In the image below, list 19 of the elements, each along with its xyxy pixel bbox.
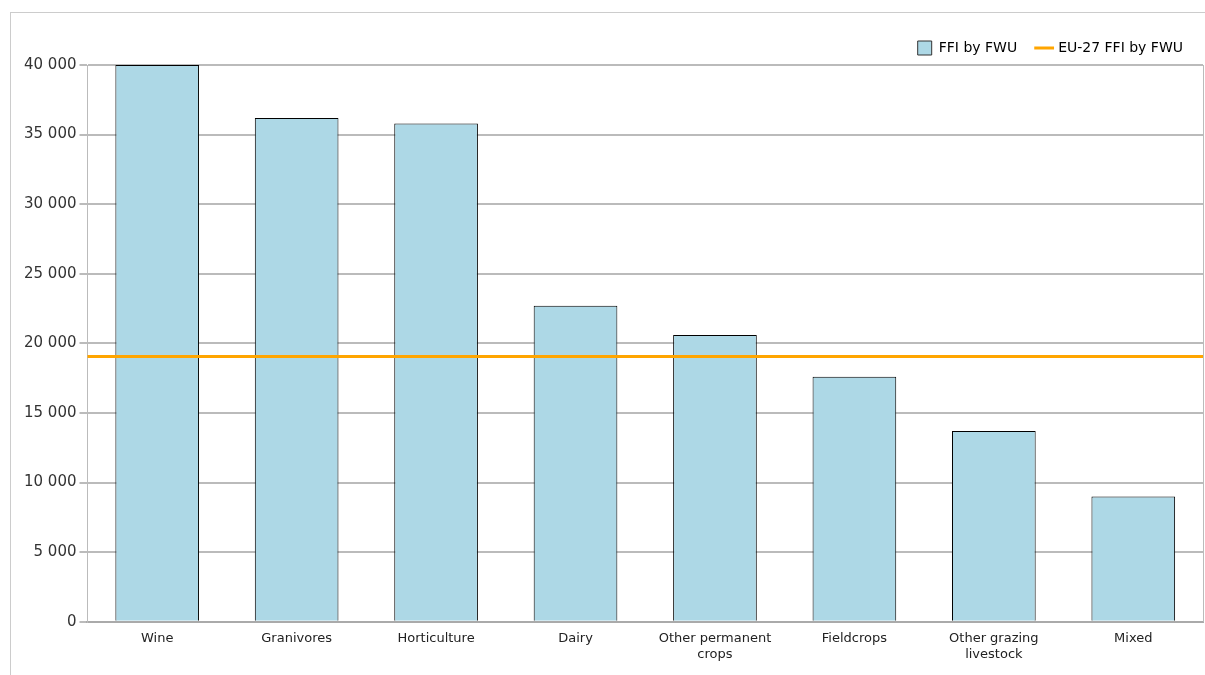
y-tick-label: 15 000 [23,402,77,421]
x-tick-label: Horticulture [397,629,475,645]
x-tick-label: Fieldcrops [821,629,888,645]
y-tick-label: 35 000 [23,124,77,143]
y-tick-label: 25 000 [23,263,77,282]
legend-label: EU-27 FFI by FWU [1058,38,1183,55]
x-tick-label: Dairy [558,629,594,645]
x-tick-label: Wine [140,629,174,645]
y-tick-label: 0 [66,611,77,630]
y-tick-label: 30 000 [23,194,77,213]
legend-label: FFI by FWU [938,38,1018,55]
y-tick-label: 20 000 [23,333,77,352]
x-tick-label: Mixed [1114,629,1153,645]
y-tick-label: 5 000 [33,542,77,561]
y-tick-label: 10 000 [23,472,77,491]
x-tick-label: Other permanent crops [658,629,772,661]
y-tick-label: 40 000 [23,54,77,73]
x-tick-label: Granivores [261,629,333,645]
x-tick-label: Other grazing livestock [949,629,1039,661]
